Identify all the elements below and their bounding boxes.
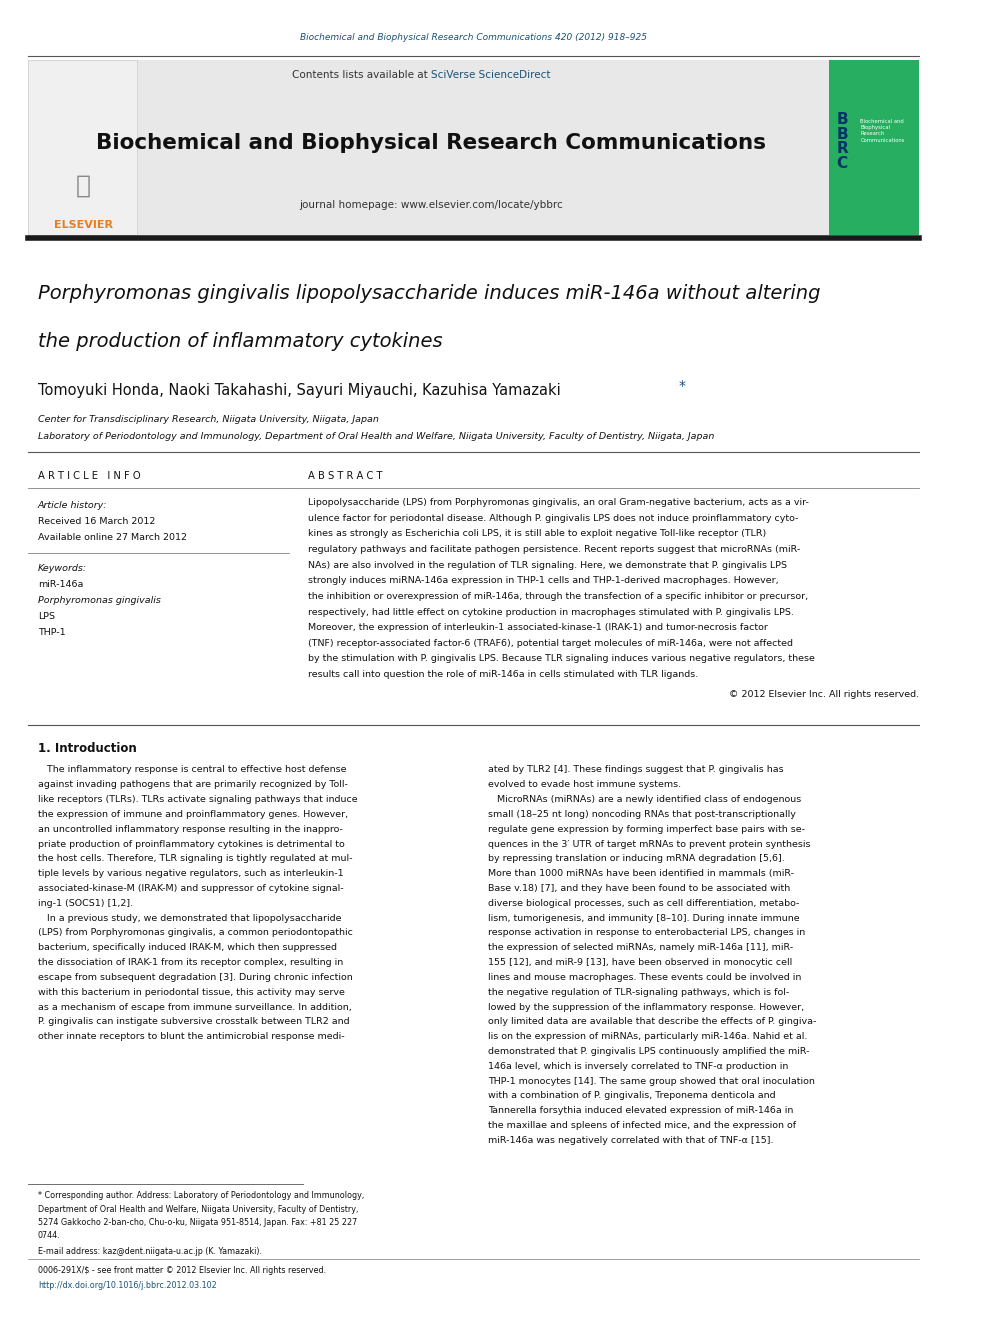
FancyBboxPatch shape [29, 60, 829, 235]
Text: A B S T R A C T: A B S T R A C T [308, 471, 383, 482]
Text: regulate gene expression by forming imperfect base pairs with se-: regulate gene expression by forming impe… [488, 824, 805, 833]
Text: Center for Transdisciplinary Research, Niigata University, Niigata, Japan: Center for Transdisciplinary Research, N… [38, 415, 379, 423]
Text: A R T I C L E   I N F O: A R T I C L E I N F O [38, 471, 141, 482]
Text: as a mechanism of escape from immune surveillance. In addition,: as a mechanism of escape from immune sur… [38, 1003, 351, 1012]
Text: the production of inflammatory cytokines: the production of inflammatory cytokines [38, 332, 442, 351]
Text: with this bacterium in periodontal tissue, this activity may serve: with this bacterium in periodontal tissu… [38, 988, 345, 996]
Text: by the stimulation with P. gingivalis LPS. Because TLR signaling induces various: by the stimulation with P. gingivalis LP… [308, 655, 814, 663]
Text: Porphyromonas gingivalis lipopolysaccharide induces miR-146a without altering: Porphyromonas gingivalis lipopolysacchar… [38, 284, 820, 303]
Text: B
B
R
C: B B R C [836, 112, 848, 171]
Text: 146a level, which is inversely correlated to TNF-α production in: 146a level, which is inversely correlate… [488, 1062, 789, 1070]
Text: Base v.18) [7], and they have been found to be associated with: Base v.18) [7], and they have been found… [488, 884, 791, 893]
Text: Keywords:: Keywords: [38, 565, 87, 573]
Text: Biochemical and Biophysical Research Communications 420 (2012) 918–925: Biochemical and Biophysical Research Com… [301, 33, 647, 41]
Text: lis on the expression of miRNAs, particularly miR-146a. Nahid et al.: lis on the expression of miRNAs, particu… [488, 1032, 807, 1041]
Text: Laboratory of Periodontology and Immunology, Department of Oral Health and Welfa: Laboratory of Periodontology and Immunol… [38, 433, 714, 441]
Text: tiple levels by various negative regulators, such as interleukin-1: tiple levels by various negative regulat… [38, 869, 343, 878]
Text: THP-1: THP-1 [38, 628, 65, 636]
Text: results call into question the role of miR-146a in cells stimulated with TLR lig: results call into question the role of m… [308, 669, 698, 679]
Text: Biochemical and Biophysical Research Communications: Biochemical and Biophysical Research Com… [96, 132, 766, 153]
Text: Tannerella forsythia induced elevated expression of miR-146a in: Tannerella forsythia induced elevated ex… [488, 1106, 794, 1115]
Text: Article history:: Article history: [38, 501, 107, 509]
Text: kines as strongly as Escherichia coli LPS, it is still able to exploit negative : kines as strongly as Escherichia coli LP… [308, 529, 766, 538]
Text: associated-kinase-M (IRAK-M) and suppressor of cytokine signal-: associated-kinase-M (IRAK-M) and suppres… [38, 884, 343, 893]
Text: lowed by the suppression of the inflammatory response. However,: lowed by the suppression of the inflamma… [488, 1003, 805, 1012]
Text: against invading pathogens that are primarily recognized by Toll-: against invading pathogens that are prim… [38, 781, 348, 790]
Text: http://dx.doi.org/10.1016/j.bbrc.2012.03.102: http://dx.doi.org/10.1016/j.bbrc.2012.03… [38, 1282, 216, 1290]
Text: Tomoyuki Honda, Naoki Takahashi, Sayuri Miyauchi, Kazuhisa Yamazaki: Tomoyuki Honda, Naoki Takahashi, Sayuri … [38, 382, 560, 398]
Text: the negative regulation of TLR-signaling pathways, which is fol-: the negative regulation of TLR-signaling… [488, 988, 790, 996]
Text: the host cells. Therefore, TLR signaling is tightly regulated at mul-: the host cells. Therefore, TLR signaling… [38, 855, 352, 864]
Text: SciVerse ScienceDirect: SciVerse ScienceDirect [432, 70, 551, 81]
Text: © 2012 Elsevier Inc. All rights reserved.: © 2012 Elsevier Inc. All rights reserved… [729, 689, 920, 699]
Text: the expression of selected miRNAs, namely miR-146a [11], miR-: the expression of selected miRNAs, namel… [488, 943, 794, 953]
Text: Lipopolysaccharide (LPS) from Porphyromonas gingivalis, an oral Gram-negative ba: Lipopolysaccharide (LPS) from Porphyromo… [308, 499, 808, 507]
Text: the expression of immune and proinflammatory genes. However,: the expression of immune and proinflamma… [38, 810, 348, 819]
Text: small (18–25 nt long) noncoding RNAs that post-transcriptionally: small (18–25 nt long) noncoding RNAs tha… [488, 810, 796, 819]
Text: by repressing translation or inducing mRNA degradation [5,6].: by repressing translation or inducing mR… [488, 855, 785, 864]
Text: LPS: LPS [38, 613, 55, 620]
Text: the maxillae and spleens of infected mice, and the expression of: the maxillae and spleens of infected mic… [488, 1121, 797, 1130]
Text: NAs) are also involved in the regulation of TLR signaling. Here, we demonstrate : NAs) are also involved in the regulation… [308, 561, 787, 570]
Text: quences in the 3′ UTR of target mRNAs to prevent protein synthesis: quences in the 3′ UTR of target mRNAs to… [488, 840, 810, 848]
Text: P. gingivalis can instigate subversive crosstalk between TLR2 and: P. gingivalis can instigate subversive c… [38, 1017, 349, 1027]
Text: respectively, had little effect on cytokine production in macrophages stimulated: respectively, had little effect on cytok… [308, 607, 794, 617]
Text: like receptors (TLRs). TLRs activate signaling pathways that induce: like receptors (TLRs). TLRs activate sig… [38, 795, 357, 804]
Text: (LPS) from Porphyromonas gingivalis, a common periodontopathic: (LPS) from Porphyromonas gingivalis, a c… [38, 929, 353, 938]
Text: Department of Oral Health and Welfare, Niigata University, Faculty of Dentistry,: Department of Oral Health and Welfare, N… [38, 1205, 358, 1213]
Text: other innate receptors to blunt the antimicrobial response medi-: other innate receptors to blunt the anti… [38, 1032, 344, 1041]
Text: Porphyromonas gingivalis: Porphyromonas gingivalis [38, 597, 161, 605]
Text: Received 16 March 2012: Received 16 March 2012 [38, 517, 156, 525]
Text: More than 1000 miRNAs have been identified in mammals (miR-: More than 1000 miRNAs have been identifi… [488, 869, 794, 878]
Text: lines and mouse macrophages. These events could be involved in: lines and mouse macrophages. These event… [488, 972, 802, 982]
Text: (TNF) receptor-associated factor-6 (TRAF6), potential target molecules of miR-14: (TNF) receptor-associated factor-6 (TRAF… [308, 639, 793, 648]
Text: with a combination of P. gingivalis, Treponema denticola and: with a combination of P. gingivalis, Tre… [488, 1091, 776, 1101]
Text: ulence factor for periodontal disease. Although P. gingivalis LPS does not induc: ulence factor for periodontal disease. A… [308, 513, 799, 523]
Text: the inhibition or overexpression of miR-146a, through the transfection of a spec: the inhibition or overexpression of miR-… [308, 591, 808, 601]
Text: lism, tumorigenesis, and immunity [8–10]. During innate immune: lism, tumorigenesis, and immunity [8–10]… [488, 914, 800, 922]
Text: In a previous study, we demonstrated that lipopolysaccharide: In a previous study, we demonstrated tha… [38, 914, 341, 922]
Text: *: * [679, 380, 685, 393]
Text: 🌳: 🌳 [75, 173, 91, 197]
Text: ELSEVIER: ELSEVIER [54, 220, 113, 230]
Text: bacterium, specifically induced IRAK-M, which then suppressed: bacterium, specifically induced IRAK-M, … [38, 943, 337, 953]
FancyBboxPatch shape [829, 60, 920, 235]
Text: Available online 27 March 2012: Available online 27 March 2012 [38, 533, 186, 541]
Text: 0744.: 0744. [38, 1232, 61, 1240]
Text: 155 [12], and miR-9 [13], have been observed in monocytic cell: 155 [12], and miR-9 [13], have been obse… [488, 958, 793, 967]
Text: priate production of proinflammatory cytokines is detrimental to: priate production of proinflammatory cyt… [38, 840, 344, 848]
Text: evolved to evade host immune systems.: evolved to evade host immune systems. [488, 781, 682, 790]
Text: ing-1 (SOCS1) [1,2].: ing-1 (SOCS1) [1,2]. [38, 898, 133, 908]
Text: The inflammatory response is central to effective host defense: The inflammatory response is central to … [38, 766, 346, 774]
Text: Contents lists available at: Contents lists available at [292, 70, 432, 81]
Text: Biochemical and
Biophysical
Research
Communications: Biochemical and Biophysical Research Com… [860, 119, 905, 143]
Text: diverse biological processes, such as cell differentiation, metabo-: diverse biological processes, such as ce… [488, 898, 800, 908]
Text: the dissociation of IRAK-1 from its receptor complex, resulting in: the dissociation of IRAK-1 from its rece… [38, 958, 343, 967]
Text: only limited data are available that describe the effects of P. gingiva-: only limited data are available that des… [488, 1017, 816, 1027]
Text: 1. Introduction: 1. Introduction [38, 742, 137, 755]
Text: response activation in response to enterobacterial LPS, changes in: response activation in response to enter… [488, 929, 806, 938]
Text: ated by TLR2 [4]. These findings suggest that P. gingivalis has: ated by TLR2 [4]. These findings suggest… [488, 766, 784, 774]
Text: escape from subsequent degradation [3]. During chronic infection: escape from subsequent degradation [3]. … [38, 972, 352, 982]
Text: demonstrated that P. gingivalis LPS continuously amplified the miR-: demonstrated that P. gingivalis LPS cont… [488, 1046, 809, 1056]
Text: journal homepage: www.elsevier.com/locate/ybbrc: journal homepage: www.elsevier.com/locat… [300, 200, 563, 210]
Text: miR-146a: miR-146a [38, 581, 83, 589]
Text: an uncontrolled inflammatory response resulting in the inappro-: an uncontrolled inflammatory response re… [38, 824, 343, 833]
Text: strongly induces miRNA-146a expression in THP-1 cells and THP-1-derived macropha: strongly induces miRNA-146a expression i… [308, 577, 779, 585]
Text: Moreover, the expression of interleukin-1 associated-kinase-1 (IRAK-1) and tumor: Moreover, the expression of interleukin-… [308, 623, 768, 632]
Text: 0006-291X/$ - see front matter © 2012 Elsevier Inc. All rights reserved.: 0006-291X/$ - see front matter © 2012 El… [38, 1266, 326, 1274]
FancyBboxPatch shape [29, 60, 138, 235]
Text: regulatory pathways and facilitate pathogen persistence. Recent reports suggest : regulatory pathways and facilitate patho… [308, 545, 801, 554]
Text: miR-146a was negatively correlated with that of TNF-α [15].: miR-146a was negatively correlated with … [488, 1136, 774, 1144]
Text: MicroRNAs (miRNAs) are a newly identified class of endogenous: MicroRNAs (miRNAs) are a newly identifie… [488, 795, 802, 804]
Text: * Corresponding author. Address: Laboratory of Periodontology and Immunology,: * Corresponding author. Address: Laborat… [38, 1192, 364, 1200]
Text: THP-1 monocytes [14]. The same group showed that oral inoculation: THP-1 monocytes [14]. The same group sho… [488, 1077, 814, 1086]
Text: E-mail address: kaz@dent.niigata-u.ac.jp (K. Yamazaki).: E-mail address: kaz@dent.niigata-u.ac.jp… [38, 1248, 262, 1256]
Text: 5274 Gakkocho 2-ban-cho, Chu-o-ku, Niigata 951-8514, Japan. Fax: +81 25 227: 5274 Gakkocho 2-ban-cho, Chu-o-ku, Niiga… [38, 1218, 357, 1226]
